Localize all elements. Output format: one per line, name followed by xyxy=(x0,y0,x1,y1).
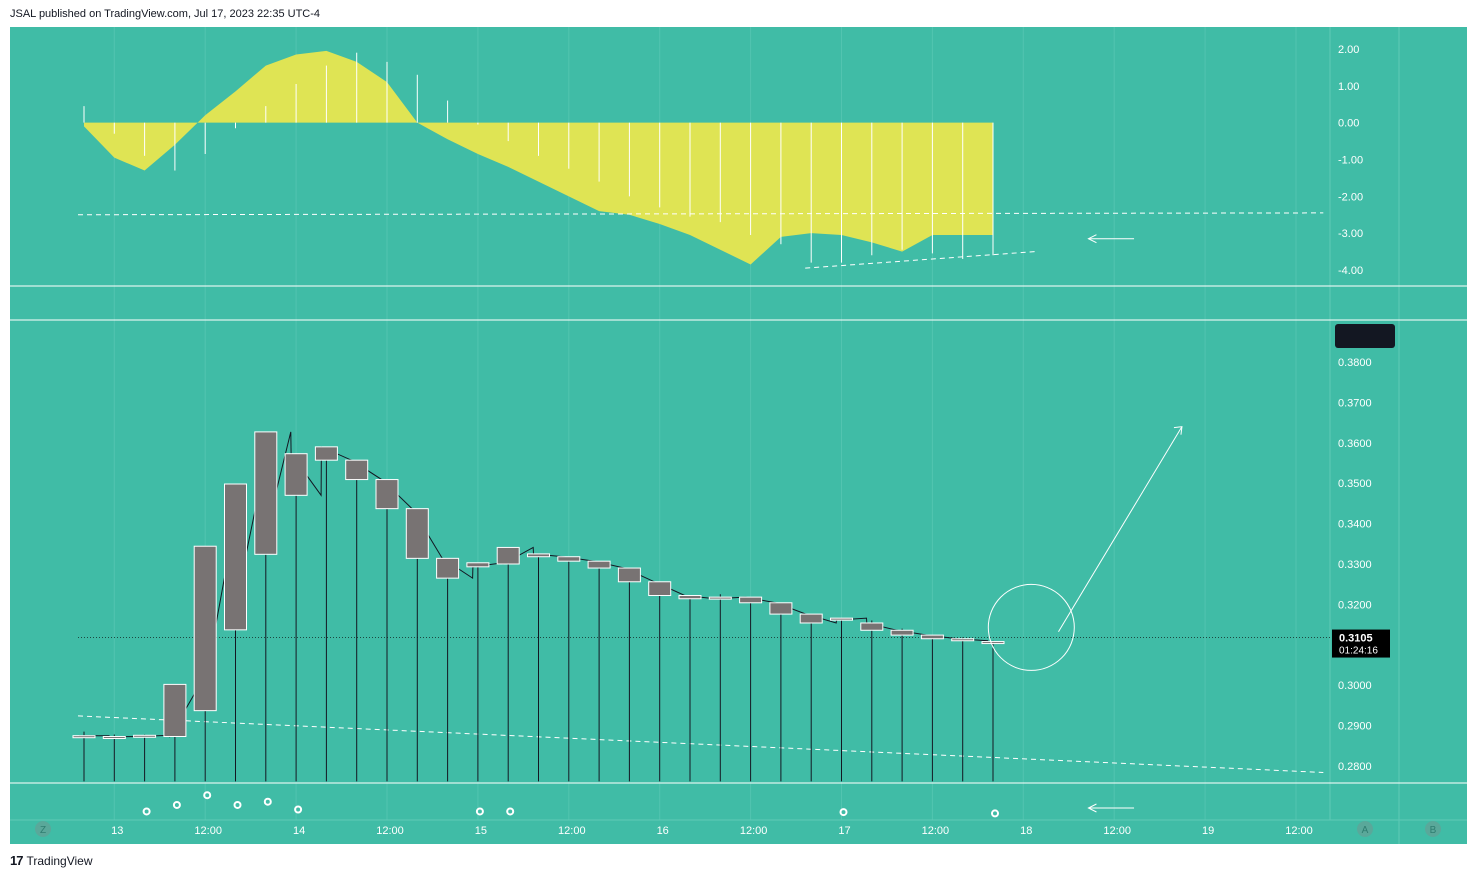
scale-button-log[interactable] xyxy=(1425,821,1441,837)
signal-dot xyxy=(233,800,242,809)
projection-arrow-line xyxy=(1058,426,1183,632)
trend-line-dashed xyxy=(77,212,1324,216)
price-tick-label: 0.3400 xyxy=(1338,519,1372,531)
time-tick-label: 12:00 xyxy=(922,825,950,837)
candle-body xyxy=(72,735,96,739)
candle-body xyxy=(314,446,338,461)
signal-dot xyxy=(263,797,272,806)
time-tick-label: 12:00 xyxy=(558,825,586,837)
price-tick-label: 0.2800 xyxy=(1338,761,1372,773)
time-tick-label: 13 xyxy=(111,825,123,837)
candle-body xyxy=(920,634,944,640)
projection-arrow-icon xyxy=(1173,426,1183,435)
scale-button-left[interactable] xyxy=(35,821,51,837)
signal-dot xyxy=(839,808,848,817)
oscillator-area xyxy=(84,50,993,265)
price-tick-label: 0.3200 xyxy=(1338,599,1372,611)
candle-body xyxy=(163,683,187,738)
candle-body xyxy=(981,641,1005,645)
candle-body xyxy=(648,581,672,597)
oscillator-tick-label: -2.00 xyxy=(1338,191,1363,203)
time-tick-label: 12:00 xyxy=(1103,825,1131,837)
tradingview-logo-icon: 17 xyxy=(10,853,24,868)
time-tick-label: 14 xyxy=(293,825,305,837)
last-price-badge xyxy=(1332,629,1390,658)
arrow-left-icon xyxy=(1087,234,1097,244)
candle-body xyxy=(193,545,217,712)
candle-body xyxy=(739,596,763,604)
highlight-circle xyxy=(987,583,1075,671)
candle-body xyxy=(890,629,914,636)
oscillator-tick-label: -1.00 xyxy=(1338,155,1363,167)
candle-body xyxy=(860,622,884,631)
candle-body xyxy=(133,734,157,738)
oscillator-tick-label: -3.00 xyxy=(1338,228,1363,240)
time-tick-label: 19 xyxy=(1202,825,1214,837)
footer-brand[interactable]: TradingView xyxy=(26,853,93,868)
candle-body xyxy=(951,638,975,642)
candle-body xyxy=(587,560,611,569)
candle-body xyxy=(224,483,247,631)
trend-line-dashed xyxy=(77,715,1324,773)
candle-body xyxy=(557,556,581,562)
symbol-badge xyxy=(1335,324,1395,348)
candle-body xyxy=(496,546,520,565)
candle-body xyxy=(345,459,369,481)
scale-button-log-label: B xyxy=(1430,825,1437,836)
time-tick-label: 12:00 xyxy=(1285,825,1313,837)
oscillator-tick-label: 2.00 xyxy=(1338,44,1359,56)
candle-body xyxy=(284,453,308,496)
candle-body xyxy=(466,562,490,568)
time-tick-label: 12:00 xyxy=(376,825,404,837)
last-price-label: 0.3105 xyxy=(1339,633,1373,645)
candle-body xyxy=(375,479,399,510)
candle-body xyxy=(678,595,702,600)
scale-button-auto-label: A xyxy=(1362,825,1369,836)
price-tick-label: 0.3300 xyxy=(1338,559,1372,571)
scale-button-left-label: Z xyxy=(40,825,46,836)
signal-dot xyxy=(142,807,151,816)
candle-body xyxy=(102,736,126,740)
candle-body xyxy=(405,508,429,559)
candle-body xyxy=(617,567,641,583)
oscillator-tick-label: 0.00 xyxy=(1338,118,1359,130)
time-tick-label: 17 xyxy=(838,825,850,837)
time-tick-label: 12:00 xyxy=(740,825,768,837)
signal-dot xyxy=(294,805,303,814)
price-tick-label: 0.3600 xyxy=(1338,438,1372,450)
candle-body xyxy=(708,596,732,600)
signal-dot xyxy=(172,800,181,809)
price-tick-label: 0.3800 xyxy=(1338,357,1372,369)
footer: 17 TradingView xyxy=(10,853,93,868)
oscillator-tick-label: 1.00 xyxy=(1338,81,1359,93)
price-tick-label: 0.3700 xyxy=(1338,397,1372,409)
signal-dot xyxy=(506,807,515,816)
candle-body xyxy=(769,602,793,615)
candle-body xyxy=(254,431,278,555)
trend-line-dashed xyxy=(805,251,1036,269)
signal-dot xyxy=(203,791,212,800)
candle-body xyxy=(799,613,823,624)
countdown-label: 01:24:16 xyxy=(1339,646,1378,657)
price-tick-label: 0.3500 xyxy=(1338,478,1372,490)
price-tick-label: 0.3000 xyxy=(1338,680,1372,692)
signal-dot xyxy=(475,807,484,816)
arrow-left-icon xyxy=(1087,803,1097,813)
signal-dot xyxy=(991,809,999,818)
publish-header: JSAL published on TradingView.com, Jul 1… xyxy=(10,8,321,20)
candle-body xyxy=(527,553,550,558)
candle-body xyxy=(830,617,853,621)
candle-body xyxy=(436,557,460,579)
time-tick-label: 18 xyxy=(1020,825,1032,837)
time-tick-label: 12:00 xyxy=(194,825,222,837)
time-tick-label: 15 xyxy=(475,825,487,837)
price-tick-label: 0.2900 xyxy=(1338,721,1372,733)
time-tick-label: 16 xyxy=(657,825,669,837)
oscillator-tick-label: -4.00 xyxy=(1338,265,1363,277)
scale-button-auto[interactable] xyxy=(1357,821,1373,837)
